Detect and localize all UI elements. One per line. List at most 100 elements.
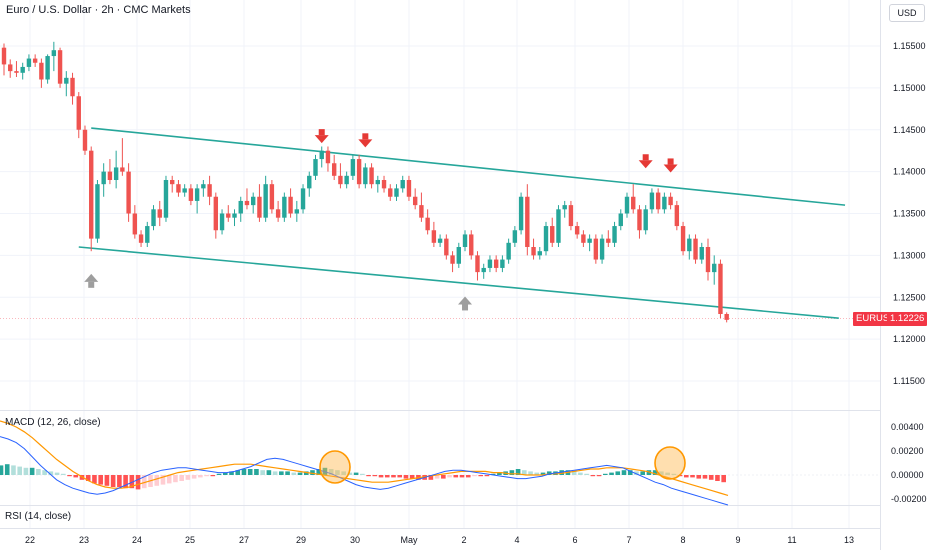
candle xyxy=(300,184,306,214)
candle-body xyxy=(712,263,717,273)
candle xyxy=(624,192,630,218)
candle xyxy=(263,175,268,222)
macd-histogram-bar xyxy=(291,472,297,475)
macd-histogram-bar xyxy=(571,471,577,475)
price-tick-label: 1.14500 xyxy=(893,125,926,135)
candle xyxy=(76,92,81,139)
macd-histogram-bar xyxy=(54,472,60,475)
candle-body xyxy=(543,226,549,252)
macd-histogram-bar xyxy=(441,475,446,479)
macd-histogram-bar xyxy=(652,470,658,475)
candle xyxy=(194,184,200,214)
candle xyxy=(525,184,530,256)
macd-histogram-bar xyxy=(409,475,415,479)
candle-body xyxy=(425,217,430,231)
candle-body xyxy=(356,159,362,185)
candle xyxy=(95,180,100,243)
candle-body xyxy=(487,259,493,268)
candle xyxy=(39,58,44,88)
candle-body xyxy=(182,188,187,193)
candle xyxy=(157,200,162,227)
macd-histogram-bar xyxy=(490,473,496,475)
macd-histogram-bar xyxy=(366,475,371,477)
macd-histogram-bar xyxy=(428,475,434,480)
macd-histogram-bar xyxy=(310,470,315,475)
candle xyxy=(431,221,437,247)
candle-body xyxy=(201,184,206,189)
candle-body xyxy=(232,213,237,218)
candle xyxy=(444,234,449,260)
candle xyxy=(288,188,293,218)
candle-body xyxy=(263,184,268,218)
candle xyxy=(207,175,212,206)
macd-signal-line xyxy=(0,420,729,496)
candle xyxy=(282,192,287,222)
price-axis-ticks: 1.15500 1.15000 1.14500 1.14000 1.13500 1.130… xyxy=(893,41,926,386)
candle xyxy=(251,192,256,214)
candle xyxy=(244,188,250,210)
price-tick-label: 1.15000 xyxy=(893,83,926,93)
candle-body xyxy=(325,150,331,164)
price-tick-label: 1.12500 xyxy=(893,292,926,302)
arrow-head xyxy=(358,139,373,148)
macd-histogram-bar xyxy=(260,470,265,475)
candle xyxy=(487,255,493,273)
candle-body xyxy=(8,64,13,72)
macd-histogram-bar xyxy=(453,475,459,478)
price-tick-label: 1.15500 xyxy=(893,41,926,51)
candle xyxy=(705,238,711,281)
macd-histogram-bar xyxy=(540,472,546,475)
candle xyxy=(662,192,667,214)
macd-histogram-bar xyxy=(397,475,403,478)
arrow-shaft xyxy=(667,158,674,165)
macd-histogram-bar xyxy=(590,475,596,477)
candle xyxy=(170,175,175,193)
candle xyxy=(655,188,661,214)
rsi-label: RSI (14, close) xyxy=(5,511,72,522)
macd-histogram-bar xyxy=(110,475,116,487)
candle-body xyxy=(680,226,686,252)
currency-button[interactable]: USD xyxy=(889,4,925,22)
macd-histogram-bar xyxy=(73,475,79,478)
candle xyxy=(338,163,343,189)
macd-axis-ticks: 0.00400 0.00200 0.00000 -0.00200 xyxy=(891,422,927,504)
last-price-badge: 1.12226 xyxy=(887,312,928,326)
candle xyxy=(120,138,125,176)
candle-body xyxy=(244,200,250,206)
candle xyxy=(45,54,50,84)
macd-histogram-bar xyxy=(696,475,702,479)
candle-body xyxy=(687,238,692,252)
candle xyxy=(213,192,219,239)
price-tick-label: 1.13000 xyxy=(893,250,926,260)
macd-histogram-bar xyxy=(179,475,184,481)
macd-histogram-bar xyxy=(603,473,608,475)
macd-highlight-circles[interactable] xyxy=(319,446,686,484)
candle-body xyxy=(157,209,162,218)
sell-arrow-marker xyxy=(358,133,373,148)
candle xyxy=(649,188,655,214)
candle xyxy=(163,175,169,222)
candle xyxy=(113,150,119,189)
channel-lines[interactable] xyxy=(78,127,846,319)
arrow-markers[interactable] xyxy=(84,129,678,311)
candle xyxy=(394,184,399,201)
macd-histogram-bar xyxy=(372,475,378,477)
candle xyxy=(724,312,729,323)
candle xyxy=(562,200,567,218)
candle-body xyxy=(381,180,387,189)
candle-body xyxy=(493,259,499,268)
candle xyxy=(593,234,599,264)
macd-histogram-bar xyxy=(166,475,172,484)
candle xyxy=(381,175,387,193)
candle xyxy=(599,234,605,264)
candle-body xyxy=(300,188,306,210)
macd-histogram-bar xyxy=(721,475,726,483)
macd-histogram-bar xyxy=(222,472,228,475)
candle xyxy=(518,192,524,235)
candle xyxy=(699,242,704,264)
candle xyxy=(138,230,144,247)
candle xyxy=(506,238,511,264)
candle-body xyxy=(138,234,144,243)
candle xyxy=(680,221,686,256)
